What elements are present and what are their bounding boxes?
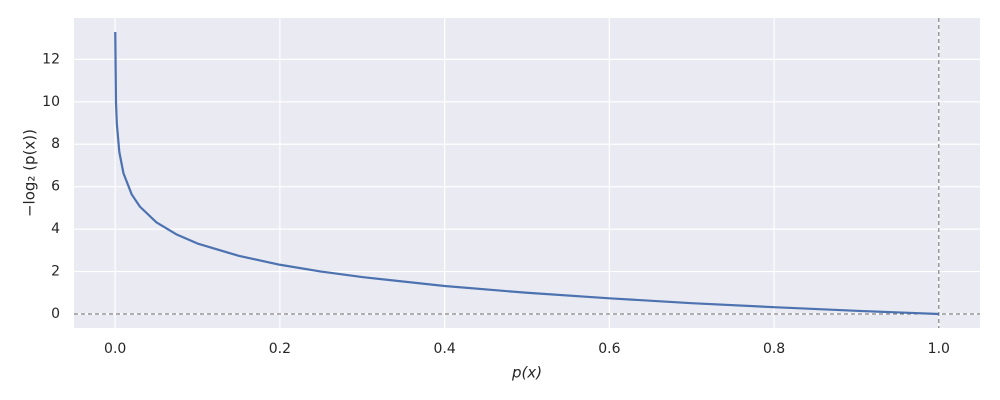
- x-axis-label: p(x): [511, 364, 542, 382]
- y-tick-label: 4: [51, 221, 60, 237]
- x-tick-label: 0.4: [434, 341, 456, 357]
- x-tick-label: 0.8: [763, 341, 785, 357]
- data-line: [114, 31, 939, 316]
- x-tick-label: 0.6: [598, 341, 620, 357]
- x-tick-label: 0.2: [269, 341, 291, 357]
- y-axis-label: −log₂ (p(x)): [21, 129, 39, 217]
- y-tick-label: 8: [51, 136, 60, 152]
- y-tick-label: 12: [42, 51, 60, 67]
- y-tick-label: 2: [51, 264, 60, 280]
- y-tick-label: 6: [51, 179, 60, 195]
- x-tick-label: 0.0: [104, 341, 126, 357]
- plot-area: [74, 18, 980, 328]
- x-tick-label: 1.0: [928, 341, 950, 357]
- y-tick-label: 0: [51, 306, 60, 322]
- y-tick-label: 10: [42, 94, 60, 110]
